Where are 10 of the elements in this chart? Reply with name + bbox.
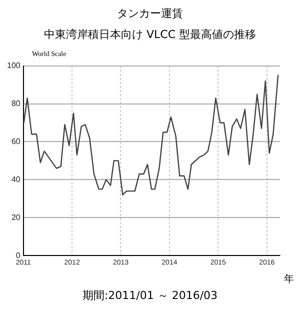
y-tick-label: 40 [11, 174, 21, 184]
x-axis-title: 年 [284, 273, 294, 286]
text: 期間:2011/01 ～ 2016/03 [81, 288, 219, 303]
y-tick-label: 80 [11, 98, 21, 108]
chart-subtitle: 中東湾岸積日本向け VLCC 型最高値の推移 [42, 27, 257, 42]
y-tick-label: 0 [16, 250, 21, 260]
y-tick-label: 100 [6, 61, 21, 70]
chart-title: タンカー運賃 [116, 6, 184, 21]
y-tick-label: 60 [11, 136, 21, 146]
y-tick-label: 20 [11, 212, 21, 222]
